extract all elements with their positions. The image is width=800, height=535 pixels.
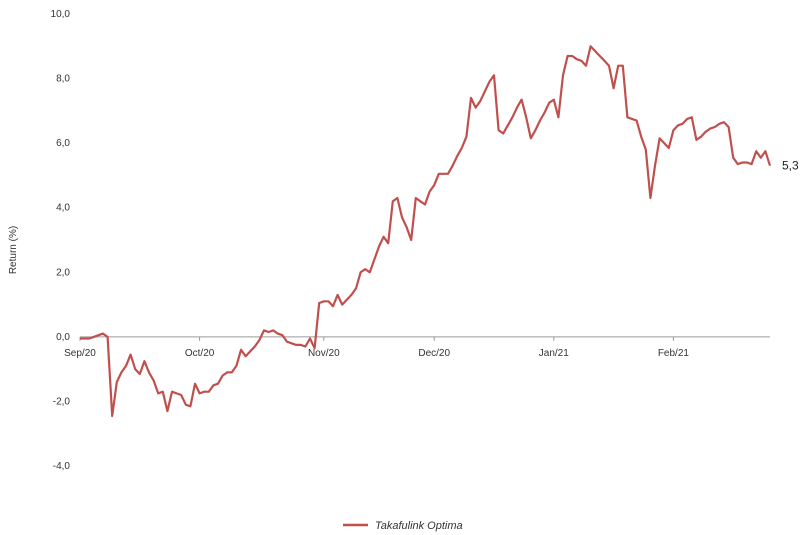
legend-label: Takafulink Optima: [375, 520, 463, 532]
x-tick-label: Feb/21: [658, 348, 690, 359]
x-tick-label: Nov/20: [308, 348, 340, 359]
x-tick-label: Sep/20: [64, 348, 96, 359]
y-tick-label: 0,0: [56, 332, 70, 343]
x-tick-label: Oct/20: [185, 348, 215, 359]
y-tick-label: -2,0: [53, 396, 71, 407]
y-tick-label: 2,0: [56, 267, 70, 278]
y-axis-title: Return (%): [8, 226, 19, 274]
y-tick-label: 8,0: [56, 74, 70, 85]
y-axis-title-group: Return (%): [8, 226, 19, 274]
y-tick-label: 10,0: [51, 9, 71, 20]
series-group: [80, 45, 772, 418]
y-tick-label: -4,0: [53, 461, 71, 472]
y-tick-labels: 10,0 8,0 6,0 4,0 2,0 0,0 -2,0 -4,0: [51, 9, 71, 472]
y-tick-label: 6,0: [56, 138, 70, 149]
series-line: [80, 45, 772, 418]
y-tick-label: 4,0: [56, 203, 70, 214]
legend: Takafulink Optima: [343, 520, 463, 532]
x-tick-label: Dec/20: [418, 348, 450, 359]
x-tick-label: Jan/21: [539, 348, 569, 359]
x-tick-labels: Sep/20 Oct/20 Nov/20 Dec/20 Jan/21 Feb/21: [64, 336, 690, 359]
end-value-label: 5,3: [782, 159, 799, 173]
